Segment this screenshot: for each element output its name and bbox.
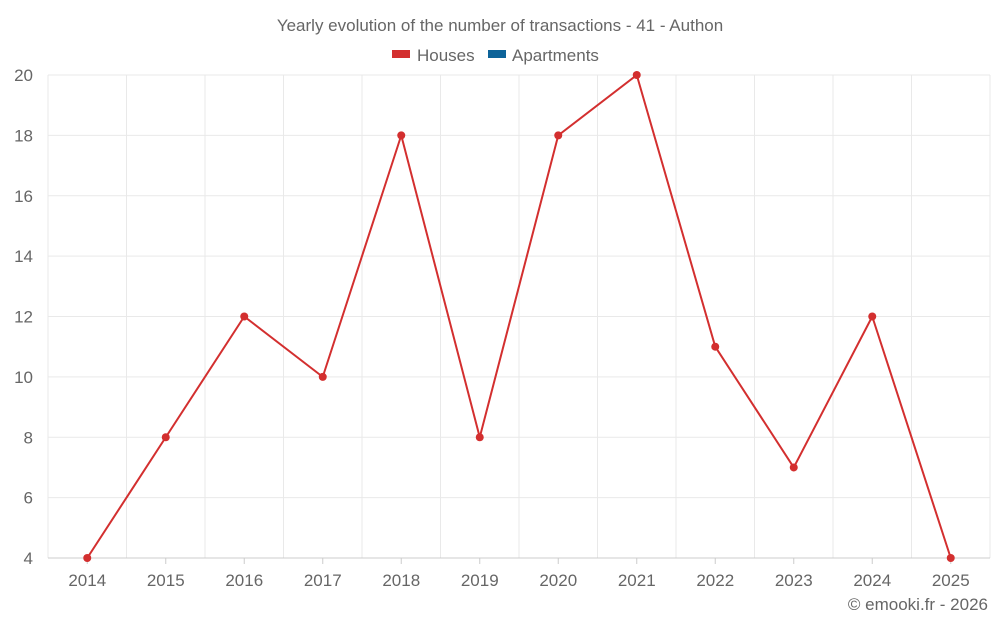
credit-text: © emooki.fr - 2026 (848, 595, 988, 614)
grid-lines (47, 74, 991, 559)
legend-swatch-houses (392, 50, 410, 58)
y-tick-label: 18 (14, 126, 33, 145)
data-point-houses-2018[interactable] (397, 131, 406, 140)
x-tick-label: 2018 (382, 571, 420, 590)
x-tick-label: 2015 (147, 571, 185, 590)
x-tick-label: 2025 (932, 571, 970, 590)
y-tick-label: 14 (14, 247, 33, 266)
data-point-houses-2020[interactable] (554, 131, 563, 140)
legend-item-apartments[interactable]: Apartments (488, 46, 599, 65)
legend-label-houses: Houses (417, 46, 475, 65)
x-tick-label: 2024 (853, 571, 891, 590)
legend-item-houses[interactable]: Houses (392, 46, 475, 65)
data-point-houses-2021[interactable] (632, 71, 641, 79)
y-tick-label: 16 (14, 187, 33, 206)
legend-swatch-apartments (488, 50, 506, 58)
x-tick-label: 2016 (225, 571, 263, 590)
y-tick-label: 12 (14, 308, 33, 327)
x-tick-label: 2014 (68, 571, 106, 590)
data-point-houses-2022[interactable] (711, 342, 720, 351)
y-tick-label: 20 (14, 66, 33, 85)
series-line-houses (86, 74, 952, 559)
x-tick-label: 2021 (618, 571, 656, 590)
data-point-houses-2014[interactable] (83, 554, 92, 562)
data-point-houses-2015[interactable] (161, 433, 170, 442)
data-point-houses-2023[interactable] (789, 463, 798, 472)
x-axis-ticks: 2014 2015 2016 2017 2018 2019 2020 2021 2022 2023… (68, 558, 970, 590)
series-houses (83, 71, 955, 562)
y-tick-label: 4 (24, 549, 33, 568)
data-point-houses-2017[interactable] (318, 372, 327, 381)
chart-title: Yearly evolution of the number of transa… (277, 16, 723, 35)
data-point-houses-2019[interactable] (475, 433, 484, 442)
data-point-houses-2025[interactable] (946, 554, 955, 562)
x-tick-label: 2019 (461, 571, 499, 590)
y-tick-label: 10 (14, 368, 33, 387)
legend-label-apartments: Apartments (512, 46, 599, 65)
y-tick-label: 6 (24, 489, 33, 508)
data-point-houses-2024[interactable] (868, 312, 877, 321)
y-tick-label: 8 (24, 428, 33, 447)
x-tick-label: 2023 (775, 571, 813, 590)
data-point-houses-2016[interactable] (240, 312, 249, 321)
x-tick-label: 2017 (304, 571, 342, 590)
x-tick-label: 2020 (539, 571, 577, 590)
y-axis-ticks: 4 6 8 10 12 14 16 18 20 (14, 66, 33, 568)
legend: Houses Apartments (392, 46, 599, 65)
x-tick-label: 2022 (696, 571, 734, 590)
